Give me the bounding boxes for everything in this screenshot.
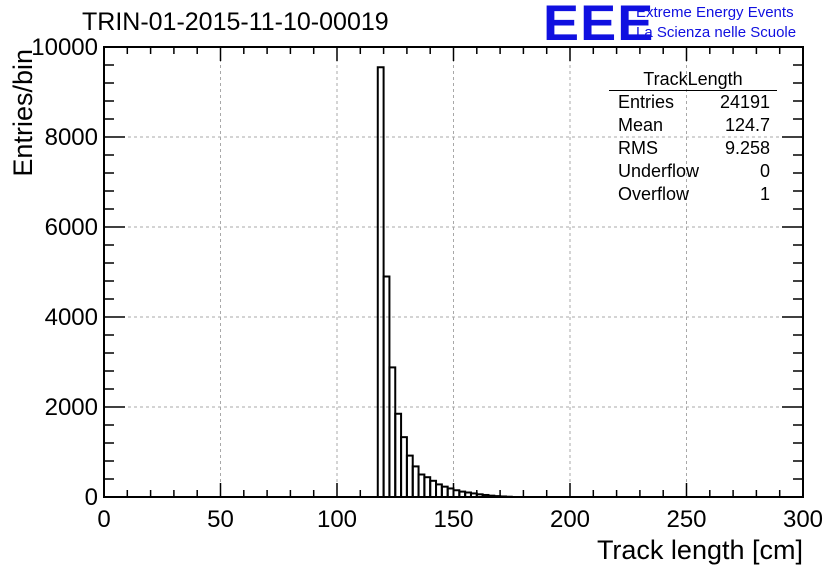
y-axis-label: Entries/bin — [8, 49, 38, 177]
stats-row-rms: RMS 9.258 — [609, 137, 777, 160]
y-tick-label: 8000 — [45, 124, 98, 151]
stats-label: RMS — [618, 138, 658, 158]
y-tick-label: 6000 — [45, 214, 98, 241]
stats-label: Underflow — [618, 161, 700, 181]
stats-row-underflow: Underflow 0 — [609, 160, 777, 183]
y-tick-label: 10000 — [31, 34, 98, 61]
stats-value: 124.7 — [724, 115, 770, 135]
run-title: TRIN-01-2015-11-10-00019 — [82, 8, 389, 36]
stats-box-title: TrackLength — [609, 68, 777, 91]
stats-row-mean: Mean 124.7 — [609, 114, 777, 137]
stats-box: TrackLength Entries 24191 Mean 124.7 RMS… — [609, 68, 777, 206]
x-tick-label: 300 — [783, 506, 823, 533]
stats-value: 9.258 — [724, 138, 770, 158]
x-tick-label: 100 — [317, 506, 357, 533]
eee-logo-mark: EEE — [543, 0, 655, 51]
x-tick-label: 0 — [97, 506, 110, 533]
stats-label: Mean — [618, 115, 664, 135]
stats-row-entries: Entries 24191 — [609, 91, 777, 114]
y-tick-label: 2000 — [45, 394, 98, 421]
stats-value: 1 — [759, 184, 770, 204]
x-tick-label: 250 — [666, 506, 706, 533]
stats-label: Entries — [618, 92, 675, 112]
eee-logo: EEE Extreme Energy Events La Scienza nel… — [541, 0, 836, 51]
logo-subtitle-1: Extreme Energy Events — [636, 4, 794, 21]
stats-value: 0 — [759, 161, 770, 181]
stats-row-overflow: Overflow 1 — [609, 183, 777, 206]
x-tick-label: 200 — [550, 506, 590, 533]
x-axis-label: Track length [cm] — [597, 535, 803, 565]
stats-value: 24191 — [719, 92, 770, 112]
y-tick-label: 4000 — [45, 304, 98, 331]
x-tick-label: 50 — [207, 506, 234, 533]
logo-subtitle-2: La Scienza nelle Scuole — [636, 24, 797, 41]
y-tick-label: 0 — [85, 484, 98, 511]
x-tick-label: 150 — [433, 506, 473, 533]
stats-label: Overflow — [618, 184, 690, 204]
